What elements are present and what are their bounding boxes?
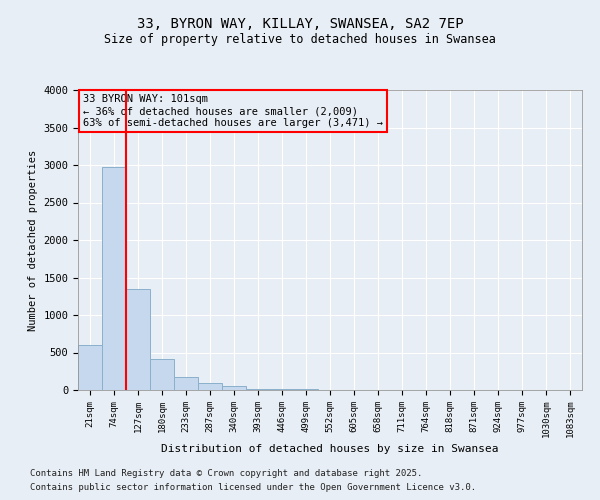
Bar — [126, 289, 150, 390]
Bar — [198, 383, 222, 390]
Text: Size of property relative to detached houses in Swansea: Size of property relative to detached ho… — [104, 32, 496, 46]
Bar — [78, 345, 102, 390]
Bar — [246, 388, 270, 390]
Bar — [270, 389, 294, 390]
Bar — [102, 166, 126, 390]
Text: Contains HM Land Registry data © Crown copyright and database right 2025.: Contains HM Land Registry data © Crown c… — [30, 468, 422, 477]
X-axis label: Distribution of detached houses by size in Swansea: Distribution of detached houses by size … — [161, 444, 499, 454]
Y-axis label: Number of detached properties: Number of detached properties — [28, 150, 38, 330]
Bar — [222, 386, 246, 390]
Text: 33 BYRON WAY: 101sqm
← 36% of detached houses are smaller (2,009)
63% of semi-de: 33 BYRON WAY: 101sqm ← 36% of detached h… — [83, 94, 383, 128]
Text: 33, BYRON WAY, KILLAY, SWANSEA, SA2 7EP: 33, BYRON WAY, KILLAY, SWANSEA, SA2 7EP — [137, 18, 463, 32]
Bar — [174, 377, 198, 390]
Bar — [150, 358, 174, 390]
Bar — [294, 389, 318, 390]
Text: Contains public sector information licensed under the Open Government Licence v3: Contains public sector information licen… — [30, 484, 476, 492]
